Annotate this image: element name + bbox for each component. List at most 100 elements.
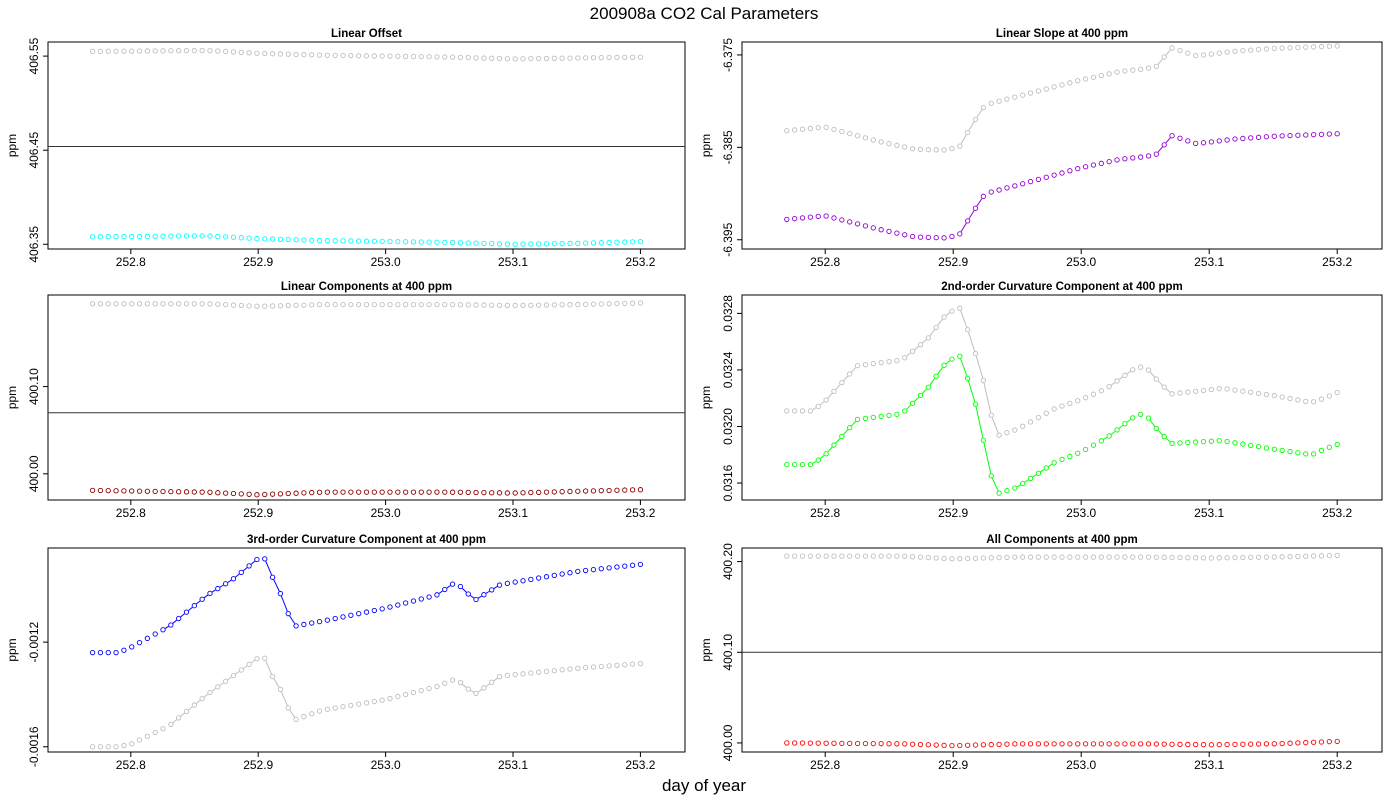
data-point bbox=[473, 596, 479, 603]
data-point bbox=[1090, 74, 1097, 80]
y-tick-label: 0.0316 bbox=[721, 464, 735, 501]
data-point bbox=[434, 683, 440, 690]
series-connector bbox=[976, 109, 983, 118]
data-point bbox=[637, 561, 644, 568]
series-connector bbox=[478, 595, 482, 599]
data-point bbox=[269, 236, 276, 242]
plot-frame bbox=[741, 41, 1383, 250]
data-point bbox=[387, 489, 393, 495]
data-point bbox=[207, 590, 213, 597]
data-point bbox=[575, 568, 581, 575]
series-connector bbox=[991, 417, 999, 433]
x-tick-label: 252.9 bbox=[243, 758, 273, 772]
data-point bbox=[1334, 441, 1340, 448]
data-point bbox=[481, 489, 487, 496]
data-point bbox=[144, 48, 151, 54]
data-point bbox=[839, 380, 845, 386]
data-point bbox=[1122, 421, 1128, 427]
data-point bbox=[426, 594, 432, 600]
data-point bbox=[136, 639, 143, 646]
data-point bbox=[473, 690, 479, 697]
data-point bbox=[957, 353, 963, 359]
panel-3: Linear Components at 400 ppm ppm 252.8 252.… bbox=[5, 281, 686, 520]
data-point bbox=[269, 303, 276, 309]
data-point bbox=[1334, 552, 1340, 559]
data-point bbox=[894, 741, 900, 747]
data-point bbox=[886, 228, 892, 235]
series-connector bbox=[1157, 430, 1163, 436]
data-point bbox=[815, 740, 821, 746]
data-point bbox=[1012, 485, 1018, 491]
data-point bbox=[191, 702, 197, 708]
data-point bbox=[1027, 419, 1034, 425]
panel-title: Linear Offset bbox=[331, 28, 402, 40]
y-tick-label: 400.20 bbox=[721, 543, 735, 580]
data-point bbox=[1310, 132, 1317, 138]
series-connector bbox=[219, 584, 224, 588]
data-point bbox=[442, 680, 448, 686]
series-connector bbox=[960, 222, 967, 232]
series-connector bbox=[235, 671, 240, 675]
data-point bbox=[606, 565, 612, 571]
data-point bbox=[1295, 740, 1301, 746]
data-point bbox=[215, 684, 221, 690]
series-connector bbox=[937, 318, 943, 326]
x-tick-label: 252.8 bbox=[810, 255, 840, 269]
data-point bbox=[886, 359, 892, 365]
series-connector bbox=[172, 619, 177, 624]
data-point bbox=[449, 581, 456, 587]
series-connector bbox=[812, 407, 817, 411]
series-2 bbox=[89, 487, 644, 498]
data-point bbox=[1216, 50, 1222, 56]
data-point bbox=[371, 238, 377, 244]
data-point bbox=[823, 553, 829, 559]
data-point bbox=[324, 489, 331, 495]
y-tick-label: -0.0016 bbox=[27, 726, 41, 767]
data-point bbox=[1114, 427, 1120, 433]
data-point bbox=[1318, 553, 1325, 559]
x-tick-label: 253.1 bbox=[498, 758, 528, 772]
data-point bbox=[1177, 47, 1183, 54]
data-point bbox=[1185, 50, 1191, 56]
data-point bbox=[285, 611, 291, 617]
data-point bbox=[1295, 132, 1301, 138]
data-point bbox=[1287, 740, 1293, 746]
data-point bbox=[144, 301, 151, 307]
data-point bbox=[792, 408, 798, 414]
data-point bbox=[1240, 554, 1246, 561]
data-point bbox=[1303, 132, 1309, 138]
data-point bbox=[949, 556, 955, 562]
data-point bbox=[191, 47, 197, 54]
data-point bbox=[262, 50, 268, 57]
data-point bbox=[870, 414, 876, 421]
data-point bbox=[489, 302, 495, 308]
series-connector bbox=[446, 585, 451, 589]
data-point bbox=[473, 55, 479, 61]
series-connector bbox=[180, 712, 185, 717]
data-point bbox=[1051, 741, 1057, 747]
data-point bbox=[348, 238, 354, 244]
data-point bbox=[246, 235, 252, 241]
data-point bbox=[949, 742, 955, 749]
data-point bbox=[622, 662, 628, 668]
data-point bbox=[1098, 741, 1104, 747]
data-point bbox=[1295, 553, 1301, 560]
data-point bbox=[598, 663, 604, 670]
series-connector bbox=[851, 420, 857, 427]
series-connector bbox=[1165, 437, 1171, 443]
data-point bbox=[831, 215, 837, 221]
data-point bbox=[996, 432, 1002, 438]
data-point bbox=[301, 490, 307, 496]
data-point bbox=[387, 238, 393, 245]
data-point bbox=[230, 302, 237, 308]
data-point bbox=[285, 236, 291, 243]
data-point bbox=[629, 54, 636, 60]
y-tick-label: 406.55 bbox=[27, 37, 41, 74]
data-point bbox=[285, 705, 291, 711]
series-connector bbox=[967, 332, 976, 352]
data-point bbox=[784, 740, 790, 746]
data-point bbox=[465, 489, 471, 496]
data-point bbox=[410, 301, 417, 308]
data-point bbox=[1004, 185, 1010, 191]
data-point bbox=[89, 649, 96, 656]
